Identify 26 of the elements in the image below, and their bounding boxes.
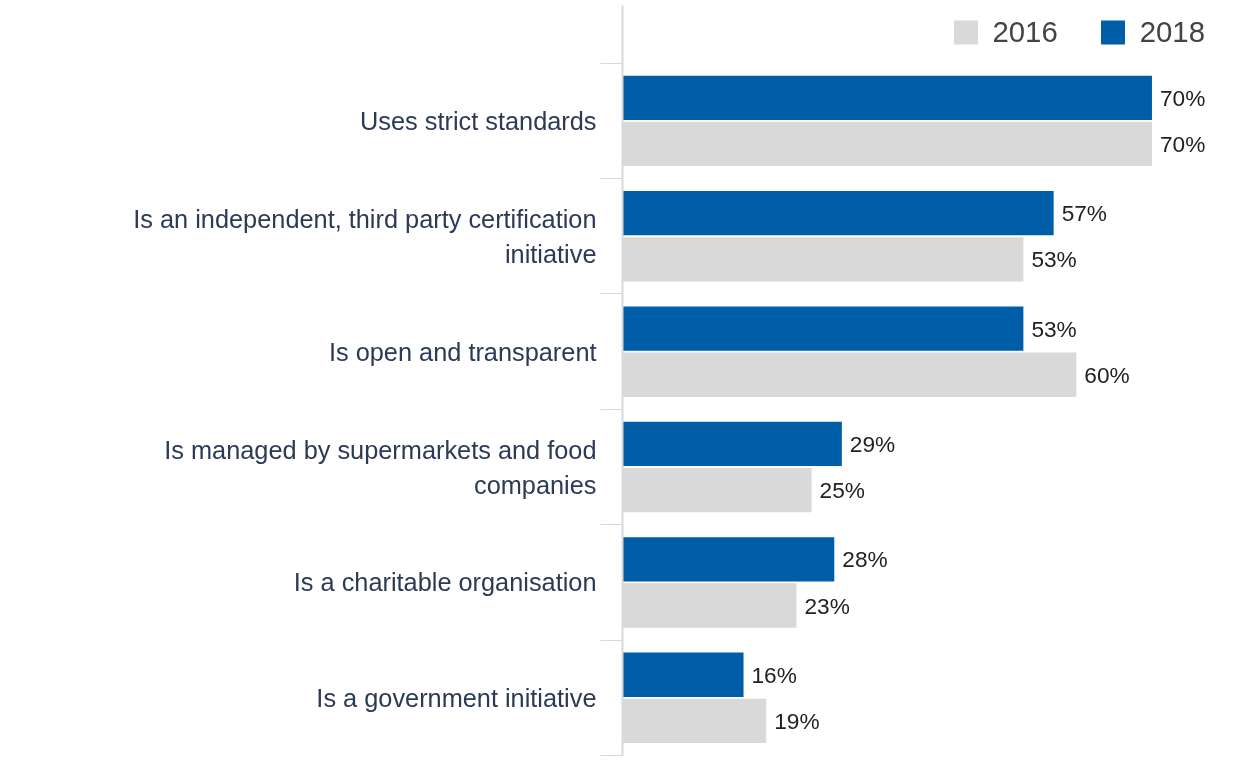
data-label: 70% <box>1159 130 1206 157</box>
data-label: 25% <box>819 477 865 504</box>
data-label: 29% <box>849 430 896 457</box>
y-tick-label: Is a charitable organisation <box>293 568 597 597</box>
data-label: 16% <box>751 661 797 688</box>
data-label: 60% <box>1084 361 1130 388</box>
bar <box>622 75 1152 120</box>
data-label: 70% <box>1159 84 1206 111</box>
y-tick-label: Is an independent, third party certification initiative <box>133 204 597 268</box>
data-label: 28% <box>842 546 888 573</box>
data-label: 19% <box>774 707 820 734</box>
y-tick-label: Is managed by supermarkets and food companies <box>164 435 597 499</box>
data-label: 57% <box>1061 200 1107 227</box>
bar <box>622 537 835 582</box>
y-tick-label: Is open and transparent <box>328 337 597 366</box>
legend-label: 2018 <box>1139 15 1205 49</box>
data-label: 53% <box>1031 315 1077 342</box>
data-label: 53% <box>1031 246 1077 273</box>
data-label: 23% <box>804 592 850 619</box>
bar <box>622 191 1054 236</box>
bar <box>622 421 842 467</box>
y-tick-label: Is a government initiative <box>316 683 597 712</box>
bar <box>622 306 1024 351</box>
legend-label: 2016 <box>992 15 1058 49</box>
y-tick-label: Uses strict standards <box>360 106 597 135</box>
bar <box>622 652 744 697</box>
